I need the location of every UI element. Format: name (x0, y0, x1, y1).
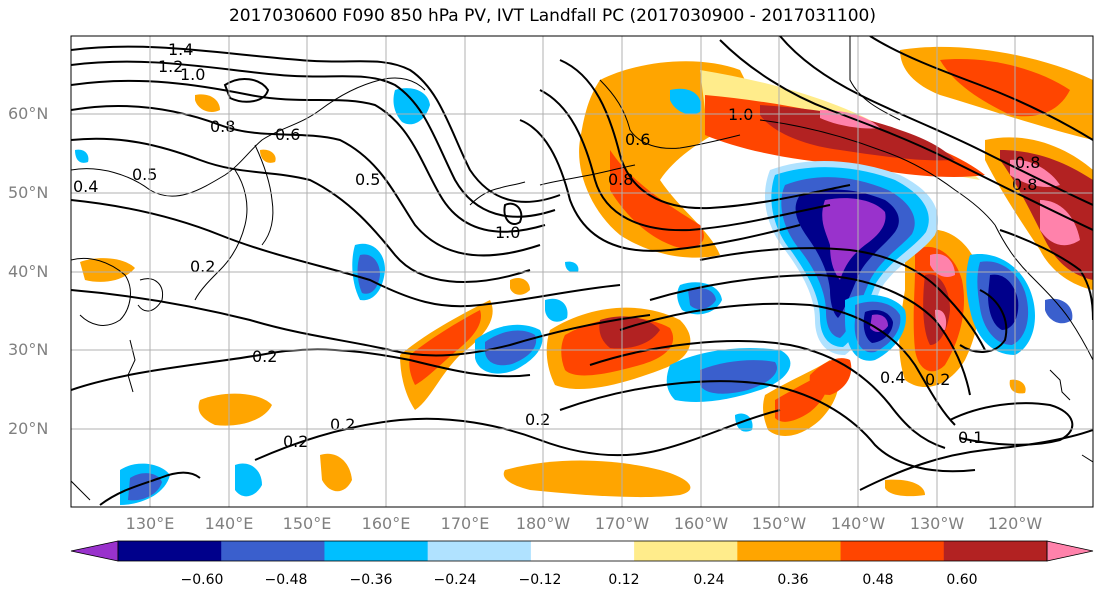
shade-darkred-fill (599, 316, 660, 349)
shade-cyan-fill (393, 88, 430, 125)
colorbar-segment (324, 541, 429, 561)
shade-pink-fill (930, 253, 955, 277)
colorbar (70, 540, 1094, 562)
shade-orange-fill (320, 453, 352, 492)
lat-label: 60°N (8, 104, 49, 123)
shade-cyan-fill (565, 261, 579, 273)
shade-cyan-fill (1045, 298, 1073, 324)
colorbar-tick-label: −0.12 (518, 572, 562, 588)
map-title: 2017030600 F090 850 hPa PV, IVT Landfall… (228, 6, 876, 26)
colorbar-tick-label: 0.12 (608, 572, 640, 588)
colorbar-tick-label: −0.24 (433, 572, 477, 588)
shade-orange-fill (80, 258, 135, 282)
contour-label: 0.2 (525, 410, 550, 429)
shade-navy-fill (988, 274, 1019, 330)
lat-label: 20°N (8, 419, 49, 438)
colorbar-extend-min (70, 540, 119, 562)
colorbar-tick-label: 0.48 (862, 572, 894, 588)
contour-label: 1.2 (158, 57, 183, 76)
lat-label: 30°N (8, 340, 49, 359)
shade-orange-fill (198, 393, 272, 426)
contour-label: 1.0 (180, 65, 205, 84)
contour-label: 0.2 (330, 415, 355, 434)
negative-shading (75, 88, 1073, 505)
shade-red-fill (409, 310, 481, 385)
lon-label: 150°W (751, 514, 807, 533)
contour-label: 0.5 (132, 165, 157, 184)
contour-label: 1.4 (168, 40, 193, 59)
contour-label: 0.1 (958, 428, 983, 447)
contour-label: 0.2 (252, 347, 277, 366)
colorbar-tick-label: −0.60 (180, 572, 224, 588)
shade-orange-fill (503, 460, 691, 498)
lon-label: 130°W (909, 514, 965, 533)
contour-label: 0.2 (190, 257, 215, 276)
colorbar-tick-label: 0.60 (946, 572, 978, 588)
shade-blue-fill (357, 254, 380, 294)
contour-label: 0.5 (355, 170, 380, 189)
contour-label: 0.8 (608, 170, 633, 189)
colorbar-tick-label: −0.48 (264, 572, 308, 588)
colorbar-segment (634, 541, 738, 561)
map-frame (70, 35, 1094, 508)
shade-blue-fill (700, 360, 777, 394)
lon-label: 170°E (440, 514, 490, 533)
shade-pink-fill (1010, 159, 1060, 187)
shade-cyan-fill (235, 463, 262, 497)
colorbar-segment (737, 541, 842, 561)
colorbar-tick-label: 0.36 (777, 572, 809, 588)
lat-label: 50°N (8, 183, 49, 202)
colorbar-segment (943, 541, 1048, 561)
shade-orange-fill (260, 149, 276, 163)
shade-cyan-fill (670, 88, 701, 115)
colorbar-segment (427, 541, 532, 561)
shade-purple-fill (822, 198, 886, 280)
contour-label: 0.8 (1015, 153, 1040, 172)
contour-label: 0.2 (283, 432, 308, 451)
contour-label: 0.4 (73, 177, 98, 196)
lon-label: 170°W (594, 514, 650, 533)
positive-shading (80, 46, 1093, 498)
colorbar-segment (840, 541, 945, 561)
shade-orange-fill (1009, 379, 1026, 394)
lon-label: 150°E (282, 514, 332, 533)
colorbar-segment (118, 541, 222, 561)
gridlines (71, 36, 1093, 507)
contour-label: 0.6 (625, 130, 650, 149)
contour-label: 0.6 (275, 125, 300, 144)
lon-label: 160°E (361, 514, 411, 533)
colorbar-tick-label: 0.24 (693, 572, 725, 588)
shade-orange-fill (885, 479, 925, 497)
contour-label: 0.4 (880, 368, 905, 387)
contour-label: 0.2 (925, 370, 950, 389)
colorbar-extend-max (1046, 540, 1094, 562)
shade-cyan-fill (545, 298, 568, 322)
lon-label: 140°W (830, 514, 886, 533)
shade-cyan-fill (735, 413, 753, 432)
shade-orange-fill (809, 358, 852, 395)
shade-pink-fill (1040, 200, 1080, 246)
shade-orange-fill (195, 94, 220, 112)
colorbar-segment (530, 541, 635, 561)
shade-cyan-fill (75, 149, 89, 163)
colorbar-tick-label: −0.36 (349, 572, 393, 588)
lon-label: 130°E (125, 514, 175, 533)
colorbar-outline (117, 540, 1048, 562)
lon-label: 140°E (204, 514, 254, 533)
contour-label: 1.0 (495, 223, 520, 242)
lat-label: 40°N (8, 262, 49, 281)
contour-label: 0.8 (1012, 175, 1037, 194)
lon-label: 160°W (673, 514, 729, 533)
shade-red-fill (940, 59, 1070, 117)
lon-label: 180°W (515, 514, 571, 533)
shade-orange-fill (510, 278, 530, 295)
colorbar-segment (221, 541, 325, 561)
shade-blue-fill (485, 330, 537, 366)
shade-blue-fill (688, 288, 716, 310)
lon-label: 120°W (987, 514, 1043, 533)
contour-label: 0.8 (210, 117, 235, 136)
